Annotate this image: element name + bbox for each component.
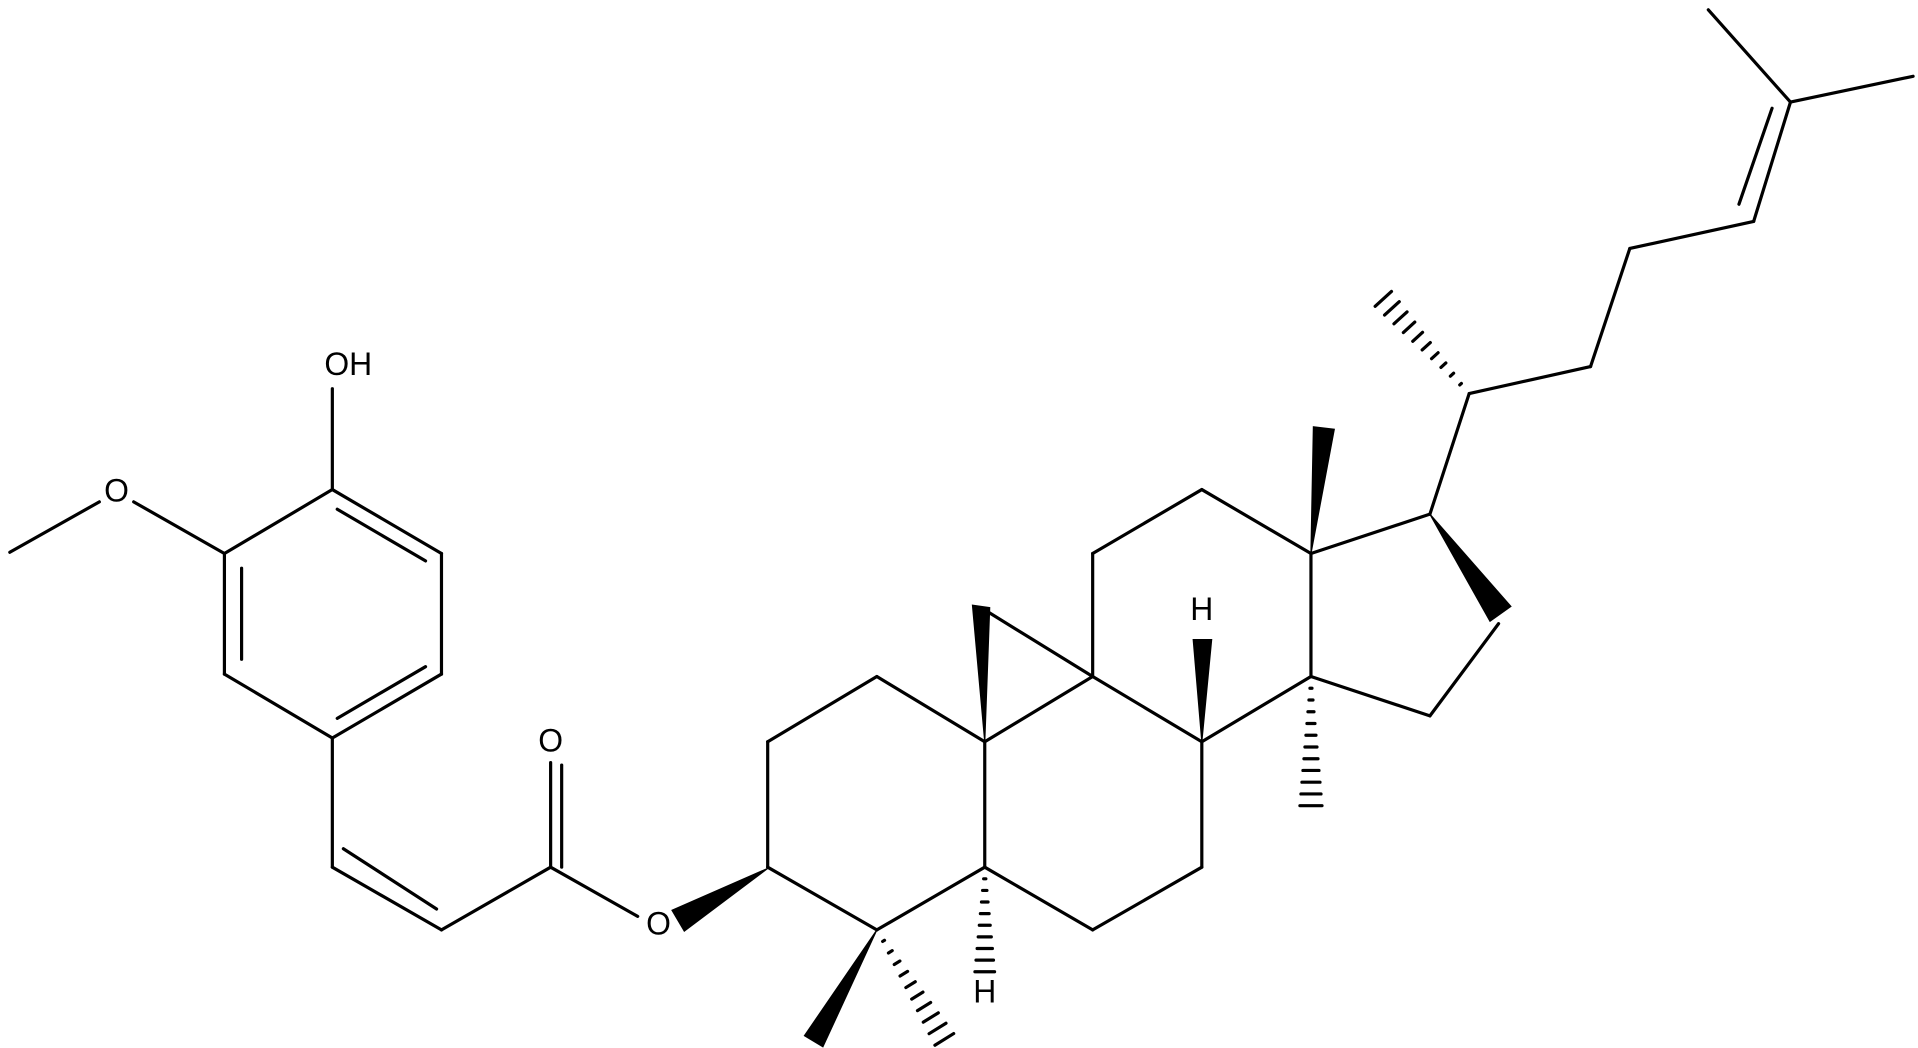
hash-bond [1392,310,1409,326]
hash-bond [881,938,887,944]
hash-bond [886,949,894,955]
hash-bond [915,1000,933,1013]
hash-bond [927,1021,948,1036]
atom-label: O [646,906,671,942]
bonds [8,8,1915,1048]
hash-bond [1411,330,1425,343]
hash-bond [904,980,917,990]
hash-bond [1401,320,1417,335]
hash-bond [1429,351,1440,361]
atom-label: OH [324,346,372,382]
hash-bond [1420,340,1432,352]
atom-label: H [1190,591,1213,627]
hash-bond [1373,289,1394,308]
hash-bond [1439,361,1448,370]
atom-label: H [973,973,996,1009]
atom-label: O [538,722,563,758]
hash-bond [1458,381,1463,387]
hash-bond [933,1031,956,1047]
atom-label: O [104,473,129,509]
hash-bond [910,990,925,1001]
hash-bond [892,959,902,967]
hash-bond [898,969,910,978]
hash-bond [921,1011,940,1024]
hash-bond [1448,371,1456,378]
hash-bond [1382,300,1401,317]
